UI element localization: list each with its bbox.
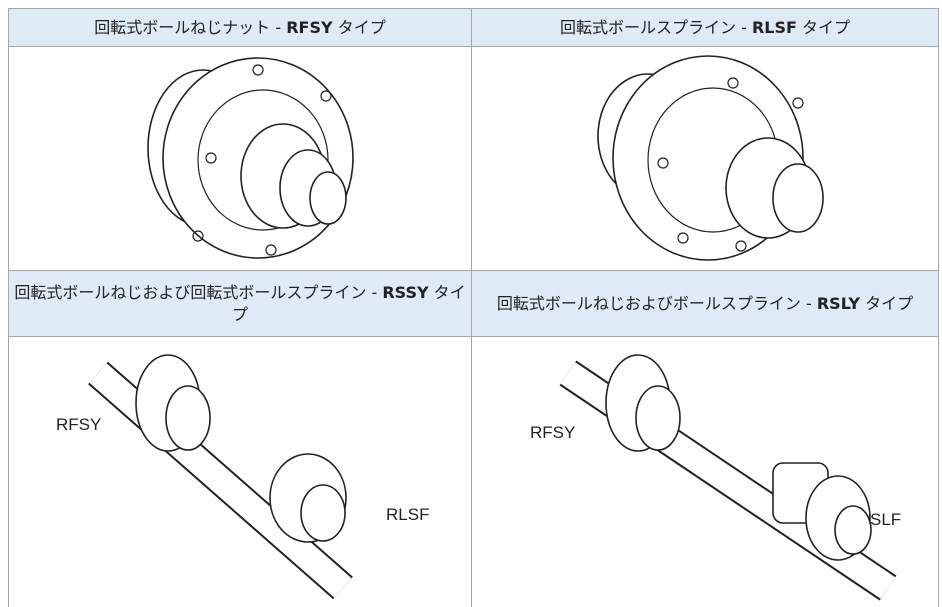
rssy-drawing: RFSY RLSF <box>56 354 429 600</box>
header-text: タイプ <box>231 282 466 324</box>
rfsy-drawing <box>147 57 354 259</box>
header-text: 回転式ボールねじおよび回転式ボールスプライン - <box>14 282 383 302</box>
header-text: 回転式ボールスプライン - <box>559 17 752 37</box>
header-code: RLSF <box>751 17 797 37</box>
drawings: RFSY RLSF RFSY SLF <box>56 55 901 601</box>
image-row <box>8 46 939 271</box>
product-table: 回転式ボールねじナット - RFSY タイプ 回転式ボールスプライン - RLS… <box>8 8 939 607</box>
header-text: 回転式ボールねじナット - <box>94 17 287 37</box>
header-code: RFSY <box>286 17 333 37</box>
image-label: RFSY <box>530 423 575 442</box>
image-row <box>8 336 939 607</box>
header-text: タイプ <box>332 17 386 37</box>
image-label: SLF <box>870 510 901 529</box>
image-label: RLSF <box>386 505 429 524</box>
header-code: RSSY <box>382 282 429 302</box>
header-text: タイプ <box>796 17 851 37</box>
cell-header: 回転式ボールスプライン - RLSF タイプ <box>471 8 939 47</box>
header-code: RSLY <box>816 293 860 313</box>
header-text: 回転式ボールねじおよびボールスプライン - <box>496 293 817 313</box>
header-text: タイプ <box>860 293 914 313</box>
rsly-drawing: RFSY SLF <box>530 354 901 601</box>
rlsf-drawing <box>597 55 824 261</box>
cell-header: 回転式ボールねじナット - RFSY タイプ <box>8 8 472 47</box>
image-label: RFSY <box>56 415 101 434</box>
column-divider <box>471 46 472 607</box>
cell-header: 回転式ボールねじおよびボールスプライン - RSLY タイプ <box>471 270 939 337</box>
